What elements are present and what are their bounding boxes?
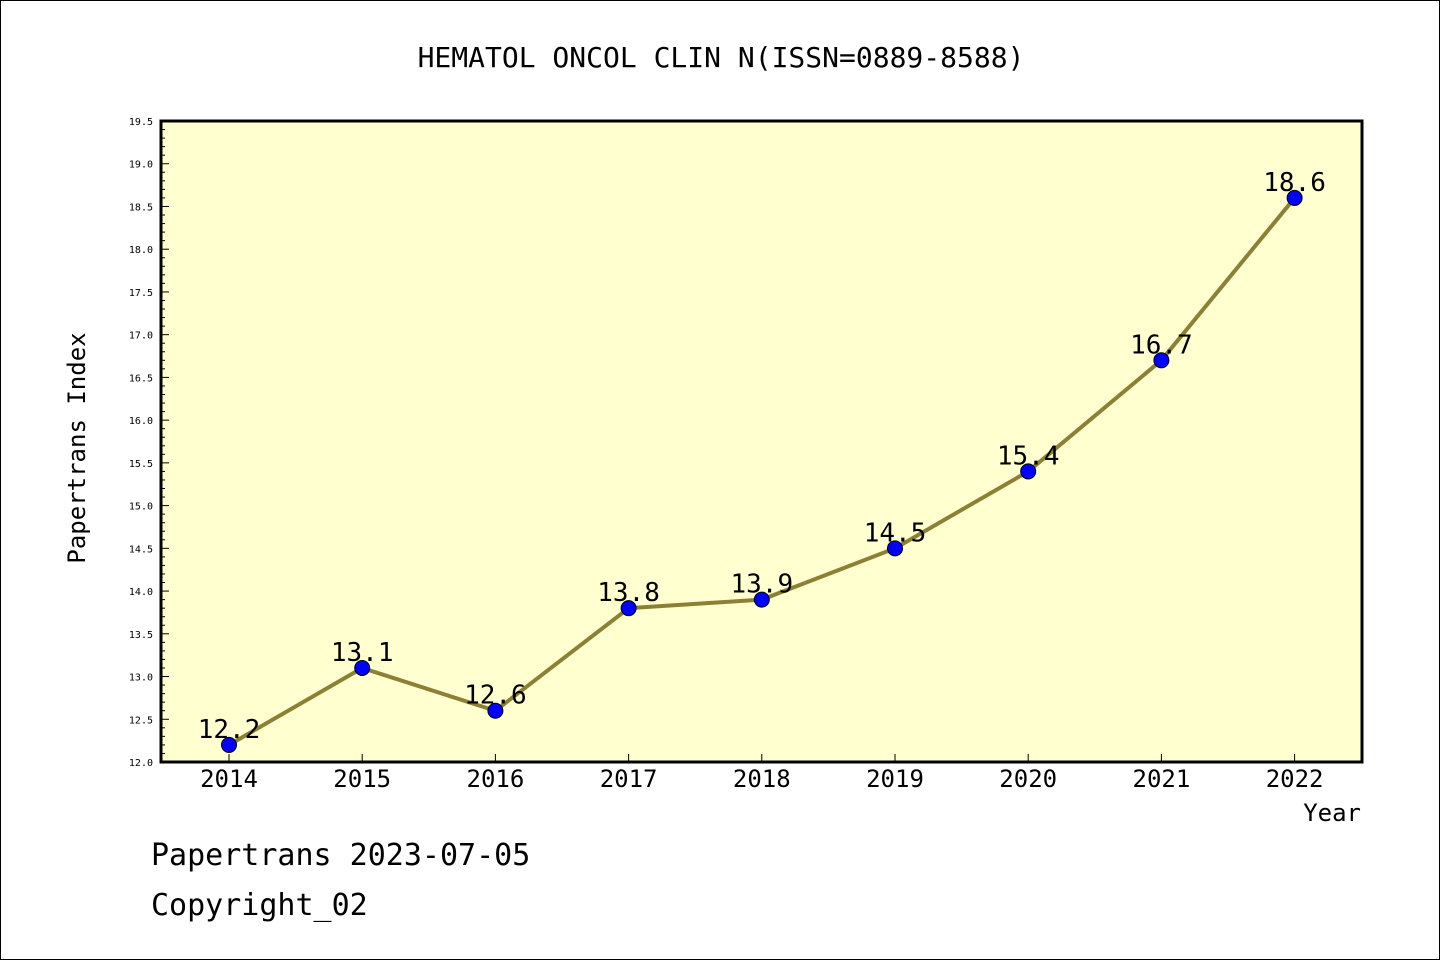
- y-tick-label: 15.0: [129, 502, 153, 513]
- x-tick-label: 2018: [733, 765, 791, 793]
- x-tick-label: 2016: [467, 765, 525, 793]
- footer-date: Papertrans 2023-07-05: [151, 838, 530, 873]
- x-tick-label: 2014: [200, 765, 258, 793]
- data-point: [487, 702, 504, 719]
- x-axis-label: Year: [1303, 799, 1361, 827]
- data-label: 13.9: [730, 570, 793, 600]
- data-point: [221, 736, 237, 753]
- y-tick-label: 17.0: [129, 331, 153, 342]
- x-tick-label: 2019: [866, 765, 924, 793]
- x-tick-label: 2020: [999, 765, 1057, 793]
- data-point: [1286, 189, 1303, 206]
- y-tick-label: 19.5: [129, 117, 153, 128]
- data-label: 13.8: [597, 578, 660, 608]
- footer-copyright: Copyright_02: [151, 888, 368, 923]
- data-point: [1020, 463, 1037, 480]
- y-tick-label: 18.5: [129, 202, 153, 213]
- y-tick-label: 12.0: [129, 758, 153, 769]
- plot-area: [159, 119, 1364, 764]
- y-tick-label: 12.5: [129, 715, 153, 726]
- y-tick-label: 14.0: [129, 587, 153, 598]
- data-label: 18.6: [1263, 168, 1326, 198]
- y-tick-label: 18.0: [129, 245, 153, 256]
- data-label: 16.7: [1130, 330, 1193, 360]
- data-label: 12.2: [198, 715, 261, 745]
- y-tick-label: 16.0: [129, 416, 153, 427]
- x-tick-label: 2015: [333, 765, 391, 793]
- x-tick-label: 2021: [1133, 765, 1191, 793]
- y-tick-label: 13.5: [129, 630, 153, 641]
- y-tick-label: 15.5: [129, 459, 153, 470]
- data-label: 14.5: [864, 518, 927, 548]
- data-point: [620, 600, 637, 617]
- series: 12.2 13.1 12.6 13.8 13.9 14.5 15.4 16.7 18.6: [198, 168, 1326, 753]
- y-axis: 12.0 12.5 13.0 13.5 14.0 14.5 15.0 15.5 16.0 16.5…: [129, 117, 169, 769]
- data-label: 12.6: [464, 681, 527, 711]
- x-axis: 2014 2015 2016 2017 2018 2019 2020 2021 2022: [200, 754, 1323, 793]
- data-point: [887, 540, 903, 557]
- x-tick-label: 2017: [600, 765, 658, 793]
- data-label: 13.1: [331, 638, 394, 668]
- y-tick-label: 14.5: [129, 544, 153, 555]
- y-tick-label: 19.0: [129, 160, 153, 171]
- y-tick-label: 16.5: [129, 373, 153, 384]
- data-point: [354, 659, 371, 676]
- data-point: [753, 591, 770, 608]
- x-tick-label: 2022: [1266, 765, 1324, 793]
- y-tick-label: 17.5: [129, 288, 153, 299]
- chart-title: HEMATOL ONCOL CLIN N(ISSN=0889-8588): [418, 41, 1025, 74]
- y-axis-label: Papertrans Index: [63, 332, 91, 563]
- data-label: 15.4: [997, 441, 1060, 471]
- data-point: [1153, 352, 1170, 369]
- y-tick-label: 13.0: [129, 673, 153, 684]
